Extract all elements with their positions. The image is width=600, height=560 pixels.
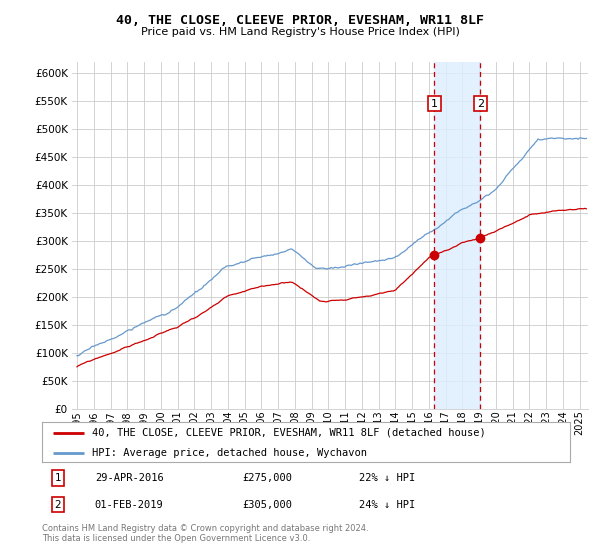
Text: 2: 2 (477, 99, 484, 109)
Text: 22% ↓ HPI: 22% ↓ HPI (359, 473, 415, 483)
Text: 24% ↓ HPI: 24% ↓ HPI (359, 500, 415, 510)
Text: 40, THE CLOSE, CLEEVE PRIOR, EVESHAM, WR11 8LF: 40, THE CLOSE, CLEEVE PRIOR, EVESHAM, WR… (116, 14, 484, 27)
Text: 29-APR-2016: 29-APR-2016 (95, 473, 164, 483)
Text: 2: 2 (55, 500, 61, 510)
Text: Price paid vs. HM Land Registry's House Price Index (HPI): Price paid vs. HM Land Registry's House … (140, 27, 460, 37)
Text: £275,000: £275,000 (242, 473, 293, 483)
Text: HPI: Average price, detached house, Wychavon: HPI: Average price, detached house, Wych… (92, 448, 367, 458)
Text: £305,000: £305,000 (242, 500, 293, 510)
Bar (434, 62, 481, 409)
Text: 1: 1 (431, 99, 438, 109)
Text: 01-FEB-2019: 01-FEB-2019 (95, 500, 164, 510)
Text: 1: 1 (55, 473, 61, 483)
Text: Contains HM Land Registry data © Crown copyright and database right 2024.
This d: Contains HM Land Registry data © Crown c… (42, 524, 368, 543)
Text: 40, THE CLOSE, CLEEVE PRIOR, EVESHAM, WR11 8LF (detached house): 40, THE CLOSE, CLEEVE PRIOR, EVESHAM, WR… (92, 428, 486, 438)
